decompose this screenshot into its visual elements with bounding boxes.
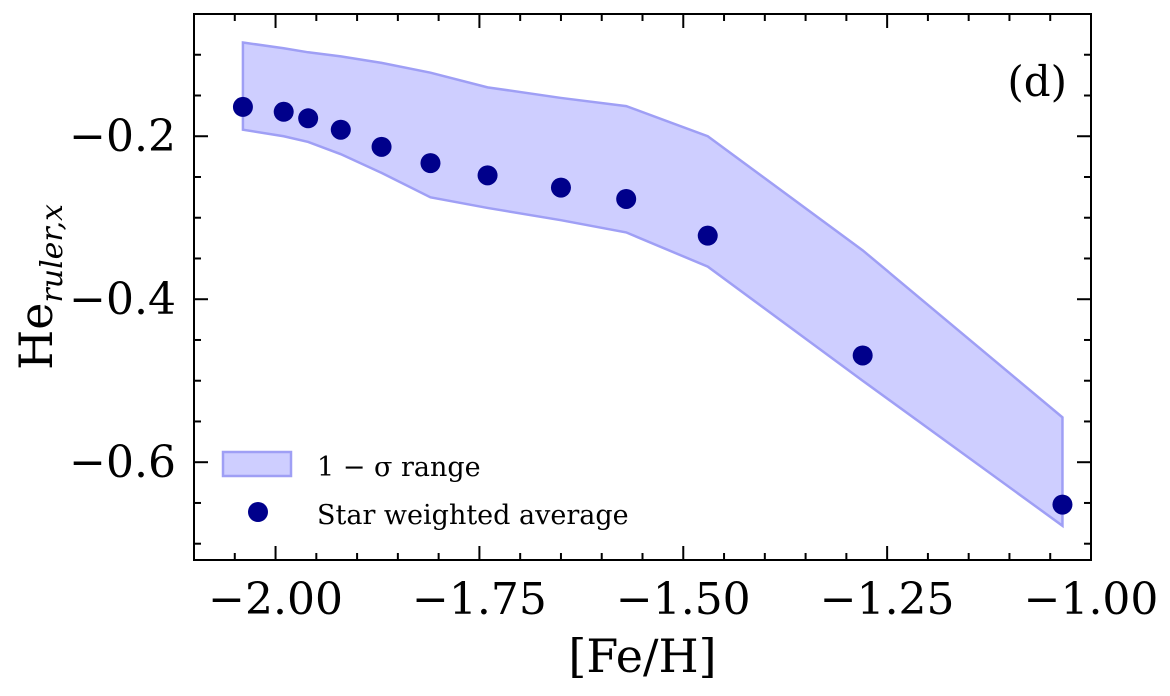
y-tick-label: −0.6 (69, 437, 176, 488)
points-layer (232, 96, 1073, 515)
data-point (1052, 494, 1073, 515)
x-tick-label: −1.50 (616, 574, 751, 625)
x-tick-label: −1.00 (1024, 574, 1159, 625)
sigma-band-layer (241, 41, 1064, 529)
y-axis-title: Heruler,x (9, 204, 70, 370)
data-point (550, 177, 571, 198)
legend-point-marker (248, 502, 268, 522)
data-point (273, 101, 294, 122)
x-axis-title: [Fe/H] (568, 629, 716, 683)
data-point (330, 119, 351, 140)
y-axis-title-subscript: ruler,x (35, 204, 70, 303)
x-tick-label: −1.25 (820, 574, 955, 625)
legend-point-label: Star weighted average (317, 500, 629, 531)
x-tick-labels: −2.00 −1.75 −1.50 −1.25 −1.00 (208, 574, 1158, 625)
plot-frame (193, 13, 1092, 561)
x-tick-label: −2.00 (208, 574, 343, 625)
x-tick-label: −1.75 (412, 574, 547, 625)
y-tick-label: −0.2 (69, 111, 176, 162)
data-point (232, 96, 253, 117)
legend-band-swatch (221, 450, 293, 478)
y-tick-labels: −0.2 −0.4 −0.6 (69, 111, 176, 488)
data-point (616, 188, 637, 209)
y-axis-title-base: He (9, 303, 63, 370)
data-point (697, 225, 718, 246)
data-point (420, 153, 441, 174)
sigma-band (241, 41, 1064, 529)
y-tick-label: −0.4 (69, 274, 176, 325)
legend-band-label: 1 − σ range (317, 452, 481, 483)
data-point (371, 136, 392, 157)
panel-label: (d) (1007, 57, 1067, 106)
legend: 1 − σ range Star weighted average (221, 450, 629, 531)
data-point (852, 345, 873, 366)
data-point (477, 165, 498, 186)
data-point (298, 108, 319, 129)
